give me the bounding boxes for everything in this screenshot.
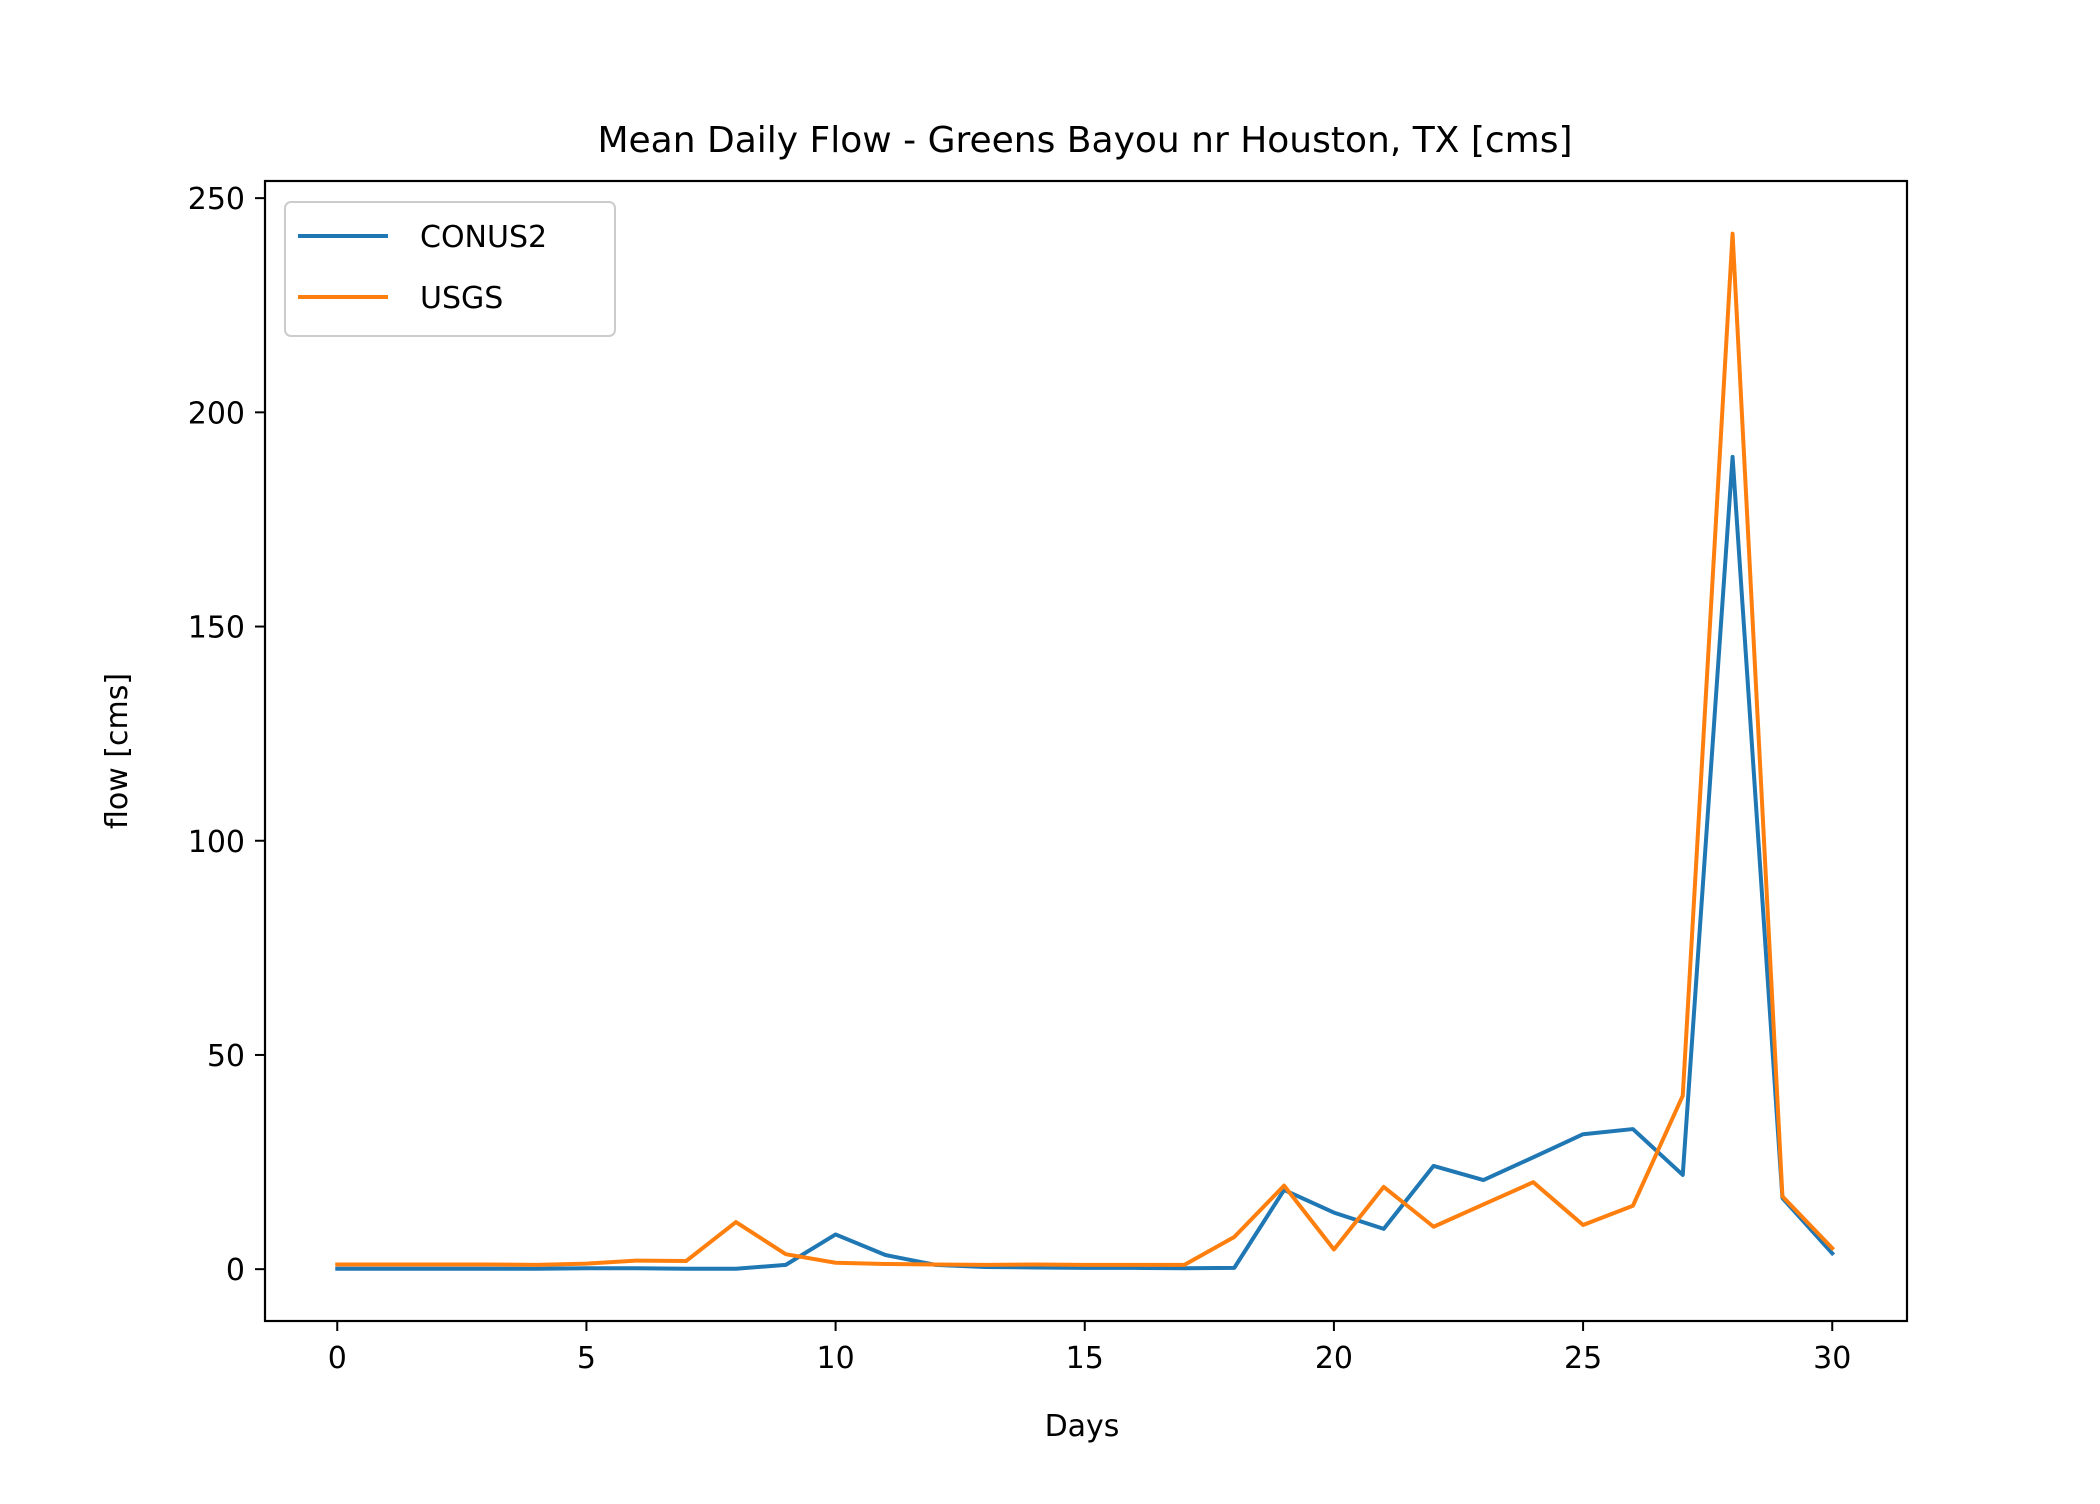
y-tick-label: 150 — [188, 611, 245, 646]
x-tick-label: 10 — [816, 1341, 854, 1376]
y-axis-label: flow [cms] — [100, 673, 135, 829]
series-line-conus2 — [335, 454, 1836, 1271]
x-tick-label: 5 — [577, 1341, 596, 1376]
y-tick-label: 200 — [188, 396, 245, 431]
x-axis: 0 5 10 15 20 25 30 — [328, 1321, 1851, 1376]
chart-title: Mean Daily Flow - Greens Bayou nr Housto… — [597, 120, 1572, 161]
y-tick-label: 250 — [188, 182, 245, 217]
plot-area — [265, 181, 1907, 1321]
series-lines — [335, 231, 1836, 1271]
y-tick-label: 50 — [207, 1039, 245, 1074]
legend-label-conus2: CONUS2 — [420, 220, 547, 255]
x-tick-label: 20 — [1315, 1341, 1353, 1376]
legend: CONUS2 USGS — [284, 201, 616, 337]
x-tick-label: 0 — [328, 1341, 347, 1376]
x-tick-label: 15 — [1066, 1341, 1104, 1376]
x-tick-label: 30 — [1813, 1341, 1851, 1376]
y-axis: 0 50 100 150 200 250 — [188, 182, 265, 1288]
y-tick-label: 0 — [226, 1253, 245, 1288]
legend-label-usgs: USGS — [420, 281, 503, 316]
y-tick-label: 100 — [188, 825, 245, 860]
plot-frame — [263, 179, 1909, 1323]
x-tick-label: 25 — [1564, 1341, 1602, 1376]
x-axis-label: Days — [1045, 1409, 1120, 1444]
series-line-usgs — [335, 231, 1836, 1267]
